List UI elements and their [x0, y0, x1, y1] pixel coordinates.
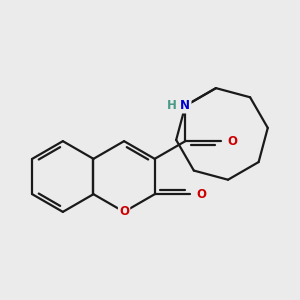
Text: N: N [180, 99, 190, 112]
Text: O: O [119, 206, 129, 218]
Text: H: H [167, 99, 177, 112]
Text: O: O [196, 188, 206, 201]
Text: O: O [227, 135, 237, 148]
